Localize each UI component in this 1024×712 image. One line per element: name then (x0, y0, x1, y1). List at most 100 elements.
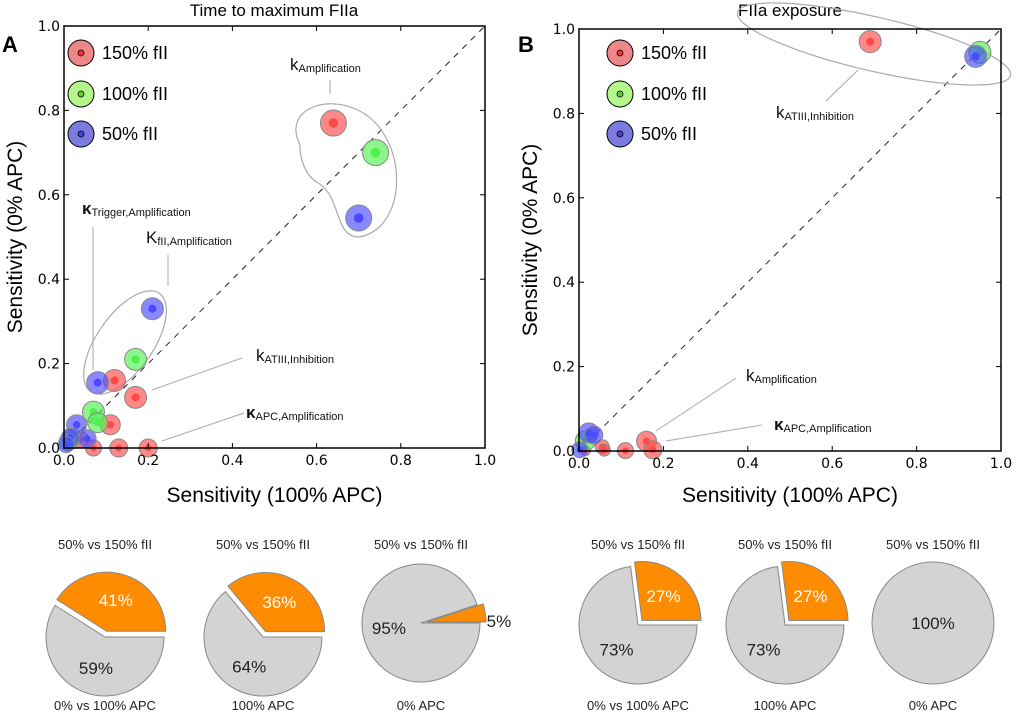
legend-label: 50% fII (641, 124, 697, 144)
y-tick-label: 1.0 (38, 19, 60, 35)
annotation-sub: fII,Amplification (157, 236, 232, 248)
data-point-core (370, 147, 381, 158)
data-point (643, 440, 663, 460)
pie-top-label: 50% vs 150% fII (216, 537, 310, 552)
cluster-hull (736, 2, 1012, 86)
y-axis-label: Sensitivity (0% APC) (519, 144, 542, 337)
pie-slice-orange (781, 561, 849, 621)
legend-marker-core (77, 49, 85, 57)
x-tick-label: 0.6 (305, 453, 327, 469)
pie-bottom-label: 0% vs 100% APC (54, 698, 156, 712)
panel-label: B (518, 32, 534, 57)
annotation-label: κAPC,Amplification (246, 403, 344, 423)
x-tick-label: 0.0 (53, 453, 75, 469)
data-point (597, 443, 611, 457)
pie-slice-gray (45, 604, 165, 697)
legend-label: 150% fII (641, 43, 707, 63)
annotation-sub: APC,Amplification (255, 411, 343, 423)
x-tick-label: 1.0 (990, 456, 1012, 472)
annotation-leader (665, 424, 763, 442)
annotation-label: κAPC,Amplification (774, 415, 872, 435)
annotation-main: κ (246, 403, 256, 422)
pie-gray-pct: 95% (372, 619, 406, 638)
y-tick-label: 0.6 (38, 188, 60, 204)
pie-chart: 50% vs 150% fII 100% APC 73% 27% (725, 537, 849, 712)
annotation-sub: Amplification (755, 374, 817, 386)
pie-chart: 50% vs 150% fII 0% vs 100% APC 59% 41% (45, 537, 167, 712)
data-point-core (353, 213, 364, 223)
data-point-core (649, 446, 657, 454)
annotation-leader (655, 377, 737, 432)
pie-slice-orange (227, 572, 326, 633)
annotation-main: κ (774, 415, 784, 434)
legend-marker-core (616, 49, 624, 57)
annotation-label: kAmplification (290, 55, 361, 75)
pie-gray-pct: 59% (79, 659, 113, 678)
annotation-leader (161, 412, 245, 442)
data-point (124, 385, 148, 409)
pie-slice-orange (56, 571, 167, 632)
annotation-main: k (256, 346, 265, 365)
data-point (964, 44, 988, 68)
annotation-sub: Amplification (299, 63, 361, 75)
x-axis-label: Sensitivity (100% APC) (167, 484, 383, 507)
pie-chart: 50% vs 150% fII 0% APC 100% (871, 537, 995, 712)
pie-chart: 50% vs 150% fII 0% APC 95% 5% (361, 537, 512, 712)
pie-bottom-label: 100% APC (232, 698, 295, 712)
annotation-main: k (746, 366, 755, 385)
annotation-sub: APC,Amplification (783, 423, 871, 435)
annotation-main: k (776, 103, 785, 122)
x-tick-label: 0.8 (390, 453, 412, 469)
legend-item: 150% fII (67, 39, 168, 67)
pie-orange-pct: 36% (262, 593, 296, 612)
legend-item: 100% fII (67, 80, 168, 108)
x-tick-label: 0.2 (652, 456, 674, 472)
panel-label: A (2, 32, 18, 57)
y-tick-label: 0.8 (38, 103, 60, 119)
annotation-leader (151, 357, 243, 391)
pie-bottom-label: 0% vs 100% APC (587, 698, 689, 712)
data-point-core (576, 446, 584, 453)
legend-item: 100% fII (606, 80, 707, 108)
legend-label: 50% fII (102, 124, 158, 144)
annotation-main: K (146, 228, 158, 247)
pie-chart: 50% vs 150% fII 100% APC 64% 36% (203, 537, 326, 712)
data-point-core (72, 421, 81, 429)
pie-orange-pct: 5% (487, 612, 512, 631)
data-point-core (83, 435, 91, 443)
x-tick-label: 1.0 (474, 453, 496, 469)
data-point (362, 139, 390, 167)
pie-top-label: 50% vs 150% fII (591, 537, 685, 552)
pie-gray-pct: 100% (911, 614, 954, 633)
legend-item: 150% fII (606, 39, 707, 67)
pie-top-label: 50% vs 150% fII (374, 537, 468, 552)
annotation-sub: ATIII,Inhibition (265, 354, 335, 366)
y-tick-label: 0.2 (553, 360, 575, 376)
pie-chart: 50% vs 150% fII 0% vs 100% APC 73% 27% (578, 537, 702, 712)
plot-frame (578, 28, 1002, 452)
data-point (103, 368, 127, 392)
pie-slice-gray (578, 565, 698, 685)
data-point-core (601, 446, 608, 454)
y-tick-label: 0.0 (553, 444, 575, 460)
y-tick-label: 0.0 (38, 441, 60, 457)
pie-orange-pct: 27% (793, 587, 827, 606)
data-point-core (328, 118, 339, 128)
plot-frame (63, 25, 486, 449)
legend-marker-core (77, 130, 85, 138)
y-tick-label: 0.4 (38, 272, 60, 288)
data-point (584, 425, 604, 445)
x-tick-label: 0.2 (137, 453, 159, 469)
legend-item: 50% fII (606, 120, 697, 148)
diagonal-line (578, 28, 1002, 452)
pie-orange-pct: 27% (646, 587, 680, 606)
annotation-main: k (290, 55, 299, 74)
data-point-core (590, 431, 598, 439)
pie-slice-gray (203, 590, 323, 697)
pie-gray-pct: 73% (600, 640, 634, 659)
x-tick-label: 0.0 (568, 456, 590, 472)
data-point-core (971, 52, 980, 61)
legend-marker-core (616, 90, 624, 98)
